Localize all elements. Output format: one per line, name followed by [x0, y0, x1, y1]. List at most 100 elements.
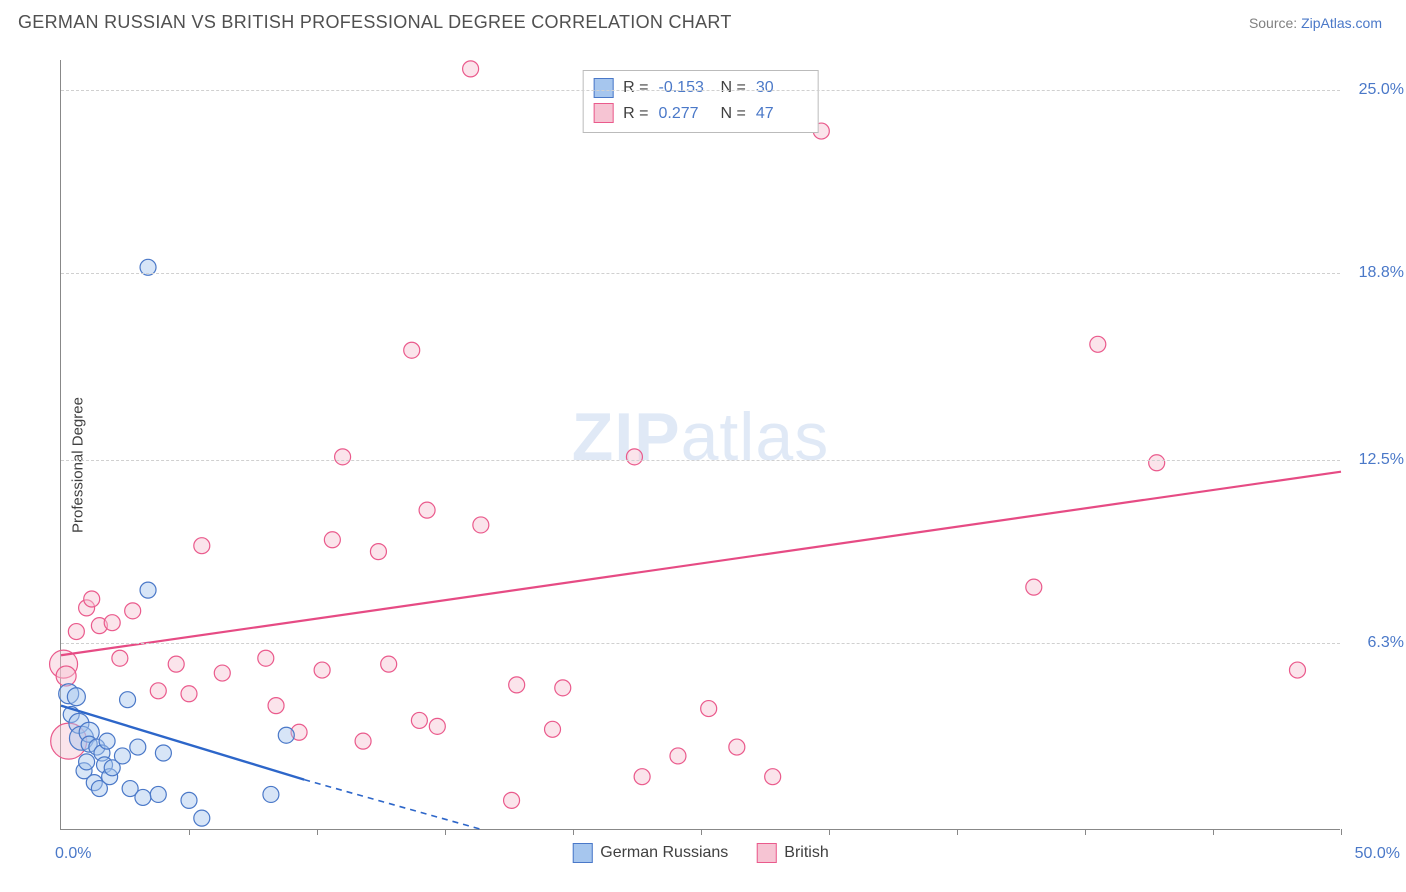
x-tick-mark: [1085, 829, 1086, 835]
x-tick-mark: [829, 829, 830, 835]
british-point: [355, 733, 371, 749]
british-point: [335, 449, 351, 465]
british-point: [765, 769, 781, 785]
gridline: [61, 273, 1340, 274]
plot-region: ZIPatlas R =-0.153N =30R =0.277N =47 Ger…: [60, 60, 1340, 830]
german-russian-point: [140, 582, 156, 598]
british-point: [194, 538, 210, 554]
stat-n-label: N =: [721, 101, 746, 127]
german-russian-point: [155, 745, 171, 761]
british-point: [150, 683, 166, 699]
british-point: [314, 662, 330, 678]
british-point: [504, 792, 520, 808]
source-link[interactable]: ZipAtlas.com: [1301, 15, 1382, 31]
british-point: [268, 698, 284, 714]
german-russian-point: [150, 786, 166, 802]
stat-n-value: 30: [756, 75, 808, 101]
legend-label: German Russians: [600, 844, 728, 862]
legend-item: German Russians: [572, 843, 728, 863]
chart-area: Professional Degree ZIPatlas R =-0.153N …: [18, 50, 1388, 880]
gridline: [61, 460, 1340, 461]
stats-row: R = 0.277 N = 47: [593, 101, 808, 127]
british-regression-line: [61, 472, 1341, 656]
x-tick-mark: [957, 829, 958, 835]
german-russian-point: [278, 727, 294, 743]
legend-item: British: [756, 843, 828, 863]
british-point: [324, 532, 340, 548]
chart-title: GERMAN RUSSIAN VS BRITISH PROFESSIONAL D…: [18, 12, 732, 33]
british-point: [181, 686, 197, 702]
x-tick-mark: [189, 829, 190, 835]
british-point: [56, 666, 76, 686]
british-point: [84, 591, 100, 607]
british-point: [125, 603, 141, 619]
chart-source: Source: ZipAtlas.com: [1249, 15, 1382, 31]
british-point: [626, 449, 642, 465]
german-russian-point: [130, 739, 146, 755]
british-point: [419, 502, 435, 518]
british-point: [545, 721, 561, 737]
british-point: [1026, 579, 1042, 595]
british-point: [634, 769, 650, 785]
german-russian-point: [263, 786, 279, 802]
german-russian-point: [181, 792, 197, 808]
german-russian-regression-dashed: [304, 780, 483, 830]
british-point: [1090, 336, 1106, 352]
german-russian-point: [114, 748, 130, 764]
y-tick-label: 25.0%: [1348, 81, 1404, 99]
british-point: [729, 739, 745, 755]
x-tick-mark: [317, 829, 318, 835]
german-russian-point: [120, 692, 136, 708]
x-tick-mark: [701, 829, 702, 835]
stat-n-label: N =: [721, 75, 746, 101]
y-tick-label: 12.5%: [1348, 451, 1404, 469]
stat-r-label: R =: [623, 101, 648, 127]
british-point: [68, 624, 84, 640]
x-axis-min-label: 0.0%: [55, 845, 91, 863]
stat-r-value: -0.153: [659, 75, 711, 101]
chart-header: GERMAN RUSSIAN VS BRITISH PROFESSIONAL D…: [0, 0, 1406, 41]
british-point: [429, 718, 445, 734]
german-russian-point: [79, 754, 95, 770]
british-point: [404, 342, 420, 358]
legend-label: British: [784, 844, 828, 862]
series-legend: German Russians British: [572, 843, 829, 863]
british-point: [509, 677, 525, 693]
gridline: [61, 90, 1340, 91]
x-tick-mark: [1213, 829, 1214, 835]
british-point: [1149, 455, 1165, 471]
x-tick-mark: [573, 829, 574, 835]
stats-row: R = -0.153 N = 30: [593, 75, 808, 101]
british-point: [168, 656, 184, 672]
legend-swatch: [593, 78, 613, 98]
british-point: [104, 615, 120, 631]
british-point: [370, 544, 386, 560]
legend-swatch: [572, 843, 592, 863]
german-russian-point: [67, 688, 85, 706]
german-russian-point: [99, 733, 115, 749]
x-tick-mark: [1341, 829, 1342, 835]
german-russian-point: [135, 789, 151, 805]
stat-r-value: 0.277: [659, 101, 711, 127]
british-point: [258, 650, 274, 666]
x-axis-max-label: 50.0%: [1355, 845, 1400, 863]
british-point: [411, 712, 427, 728]
stat-n-value: 47: [756, 101, 808, 127]
x-tick-mark: [445, 829, 446, 835]
stat-r-label: R =: [623, 75, 648, 101]
stats-legend-box: R = -0.153 N = 30 R = 0.277 N = 47: [582, 70, 819, 133]
y-tick-label: 6.3%: [1348, 634, 1404, 652]
british-point: [701, 701, 717, 717]
british-point: [1289, 662, 1305, 678]
british-point: [670, 748, 686, 764]
legend-swatch: [593, 103, 613, 123]
british-point: [463, 61, 479, 77]
german-russian-point: [194, 810, 210, 826]
british-point: [112, 650, 128, 666]
gridline: [61, 643, 1340, 644]
british-point: [473, 517, 489, 533]
british-point: [381, 656, 397, 672]
legend-swatch: [756, 843, 776, 863]
british-point: [214, 665, 230, 681]
plot-svg: [61, 60, 1340, 829]
